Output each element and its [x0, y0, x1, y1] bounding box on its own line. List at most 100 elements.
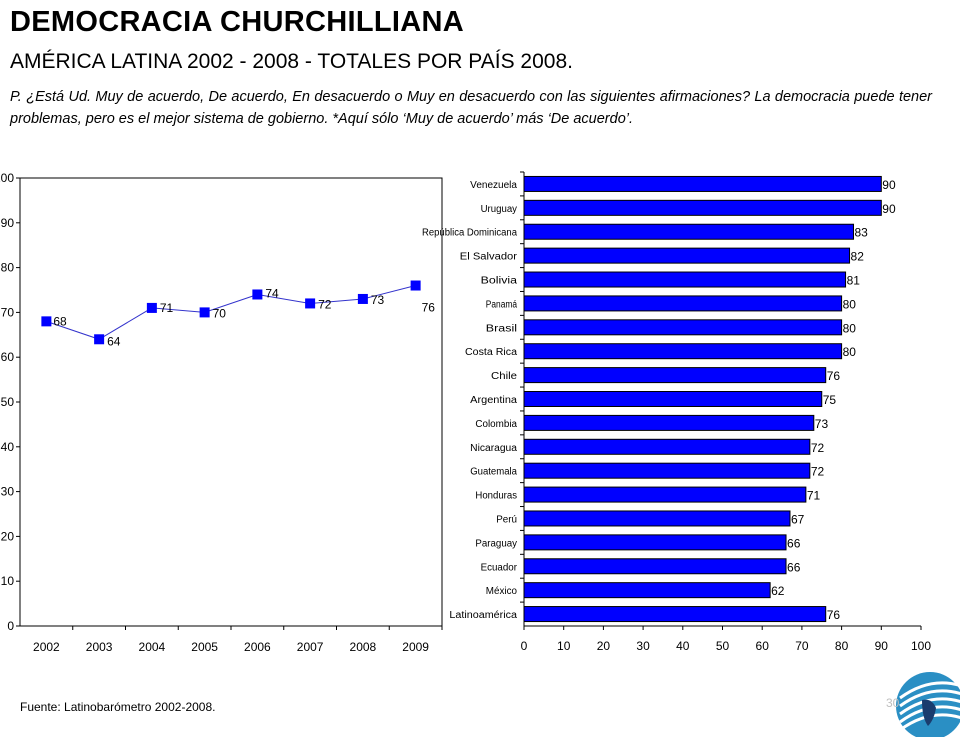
data-label: 74	[265, 286, 279, 300]
bar	[523, 319, 843, 336]
x-tick-label: 10	[557, 639, 571, 653]
data-point	[146, 302, 157, 313]
data-point	[41, 316, 52, 327]
category-label: Venezuela	[470, 180, 517, 191]
bar-value-label: 72	[811, 441, 825, 455]
data-label: 70	[213, 306, 227, 320]
logo-swoosh	[899, 697, 960, 716]
bar	[523, 582, 771, 599]
page-number: 30	[886, 696, 900, 710]
bar	[523, 271, 847, 288]
x-tick-label: 2002	[33, 640, 60, 654]
y-tick-label: 20	[1, 529, 15, 543]
y-tick-label: 70	[1, 305, 15, 319]
page-subtitle: AMÉRICA LATINA 2002 - 2008 - TOTALES POR…	[10, 50, 573, 73]
y-tick-label: 90	[1, 216, 15, 230]
x-tick-label: 2003	[86, 640, 113, 654]
data-point	[357, 293, 368, 304]
source-note: Fuente: Latinobarómetro 2002-2008.	[20, 700, 216, 714]
bar-value-label: 76	[827, 608, 841, 622]
bar-value-label: 90	[882, 202, 896, 216]
bar-value-label: 81	[847, 274, 861, 288]
bar-value-label: 62	[771, 584, 785, 598]
line-chart: 0 10 20 30 40 50 60 70 80 90 100 2002 2003 2004 2005 20…	[0, 171, 443, 654]
bar-value-label: 80	[843, 297, 857, 311]
bar	[523, 438, 811, 455]
bar-value-label: 90	[882, 178, 896, 192]
logo-swoosh	[899, 681, 960, 700]
x-tick-label: 50	[716, 639, 730, 653]
page-title: DEMOCRACIA CHURCHILLIANA	[10, 6, 464, 38]
category-label: Costa Rica	[465, 347, 517, 358]
data-label: 71	[160, 301, 174, 315]
x-tick-label: 2004	[139, 640, 166, 654]
category-label: Guatemala	[470, 467, 517, 478]
bar	[523, 223, 855, 240]
y-tick-label: 80	[1, 261, 15, 275]
bar-value-label: 73	[815, 417, 829, 431]
x-tick-label: 70	[795, 639, 809, 653]
x-tick-label: 90	[875, 639, 889, 653]
data-point	[199, 307, 210, 318]
category-label: Uruguay	[481, 204, 517, 215]
x-tick-label: 30	[636, 639, 650, 653]
latinobarometro-logo-icon	[896, 672, 960, 737]
bar	[523, 199, 882, 216]
bar	[523, 510, 791, 527]
y-tick-label: 100	[0, 171, 14, 185]
data-point	[305, 298, 316, 309]
bar	[523, 391, 823, 407]
bar	[523, 175, 882, 192]
survey-question: P. ¿Está Ud. Muy de acuerdo, De acuerdo,…	[10, 89, 932, 127]
category-label: Panamá	[486, 299, 518, 310]
bar-value-label: 66	[787, 560, 801, 574]
logo-continent	[922, 699, 936, 726]
data-label: 76	[422, 301, 436, 315]
category-label: México	[486, 586, 518, 597]
y-tick-label: 30	[1, 485, 15, 499]
line-plot-area	[19, 177, 443, 627]
bar	[523, 247, 851, 264]
data-point	[252, 289, 263, 300]
bar-value-label: 76	[827, 369, 841, 383]
series-line	[46, 285, 416, 340]
bar	[523, 534, 787, 551]
category-label: Brasil	[486, 323, 517, 334]
bar	[523, 558, 787, 575]
category-label: Colombia	[475, 419, 517, 430]
x-tick-label: 2007	[297, 640, 324, 654]
x-tick-label: 2005	[191, 640, 218, 654]
category-label: Latinoamérica	[449, 610, 517, 621]
x-tick-label: 2008	[350, 640, 377, 654]
category-label: República Dominicana	[422, 228, 517, 239]
bar	[523, 414, 815, 431]
y-tick-label: 40	[1, 440, 15, 454]
data-label: 72	[318, 297, 332, 311]
x-tick-label: 40	[676, 639, 690, 653]
x-tick-label: 20	[597, 639, 611, 653]
data-point	[410, 280, 421, 291]
bar-value-label: 72	[811, 465, 825, 479]
category-label: Argentina	[470, 395, 517, 406]
bar	[523, 295, 843, 312]
data-point	[94, 334, 105, 345]
bar	[523, 343, 843, 360]
x-tick-label: 80	[835, 639, 849, 653]
y-tick-label: 60	[1, 350, 15, 364]
bar-value-label: 66	[787, 536, 801, 550]
y-tick-label: 50	[1, 395, 15, 409]
bar-value-label: 75	[823, 393, 837, 407]
bar-value-label: 80	[843, 345, 857, 359]
category-label: Nicaragua	[470, 443, 517, 454]
x-tick-label: 2006	[244, 640, 271, 654]
data-label: 68	[53, 314, 67, 328]
bar	[523, 367, 827, 384]
category-label: Honduras	[475, 491, 517, 502]
y-tick-label: 10	[1, 574, 15, 588]
x-tick-label: 2009	[402, 640, 429, 654]
y-tick-label: 0	[7, 619, 14, 633]
bar-chart: Venezuela 90 Uruguay 90 República Dominicana…	[422, 171, 931, 653]
category-label: Chile	[491, 371, 517, 382]
x-tick-label: 0	[521, 639, 528, 653]
